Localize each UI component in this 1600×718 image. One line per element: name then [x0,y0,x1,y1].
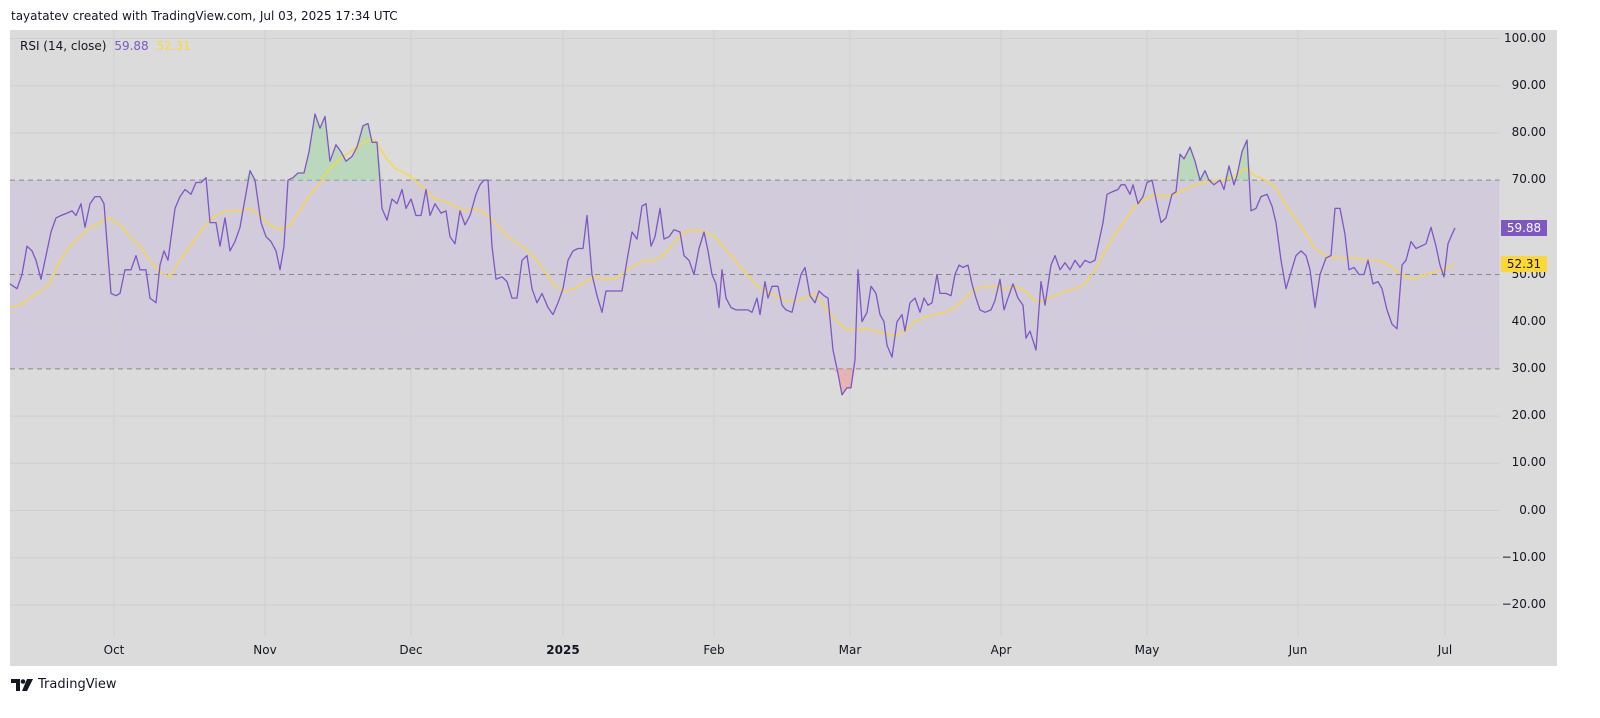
indicator-legend[interactable]: RSI (14, close) 59.88 52.31 [20,39,191,53]
x-tick-label: Nov [253,643,277,657]
x-tick-label: Feb [703,643,725,657]
ma-legend-value: 52.31 [156,39,191,53]
y-tick-label: 30.00 [1511,360,1546,375]
ma-value-badge: 52.31 [1501,255,1547,272]
y-tick-label: −10.00 [1501,549,1546,564]
y-tick-label: 20.00 [1511,408,1546,423]
rsi-ma-line [9,139,1456,337]
rsi-band-background [10,180,1500,369]
tradingview-brand-text: TradingView [38,677,117,692]
x-tick-label: Apr [990,643,1012,657]
y-tick-label: 40.00 [1511,313,1546,328]
x-tick-label: May [1134,643,1160,657]
x-tick-label: Mar [838,643,862,657]
y-tick-label: 70.00 [1511,172,1546,187]
y-tick-label: −20.00 [1501,596,1546,611]
tradingview-logo[interactable]: TradingView [11,677,117,692]
oversold-fill [10,368,1455,395]
x-tick-label: Jun [1288,643,1308,657]
tradingview-logo-icon [11,678,33,691]
y-tick-label: 90.00 [1511,77,1546,92]
indicator-name: RSI (14, close) [20,39,107,53]
x-tick-label: Oct [103,643,125,657]
overbought-fill [10,114,1455,181]
x-tick-label: Jul [1437,643,1453,657]
x-tick-label: Dec [399,643,423,657]
x-tick-label: 2025 [546,643,580,657]
rsi-legend-value: 59.88 [114,39,149,53]
rsi-value-badge: 59.88 [1501,219,1547,236]
y-tick-label: 100.00 [1504,30,1546,45]
y-tick-label: 10.00 [1511,455,1546,470]
attribution-header: tayatatev created with TradingView.com, … [11,9,398,23]
rsi-line [9,113,1456,396]
y-tick-label: 80.00 [1511,124,1546,139]
y-tick-label: 0.00 [1519,502,1546,517]
